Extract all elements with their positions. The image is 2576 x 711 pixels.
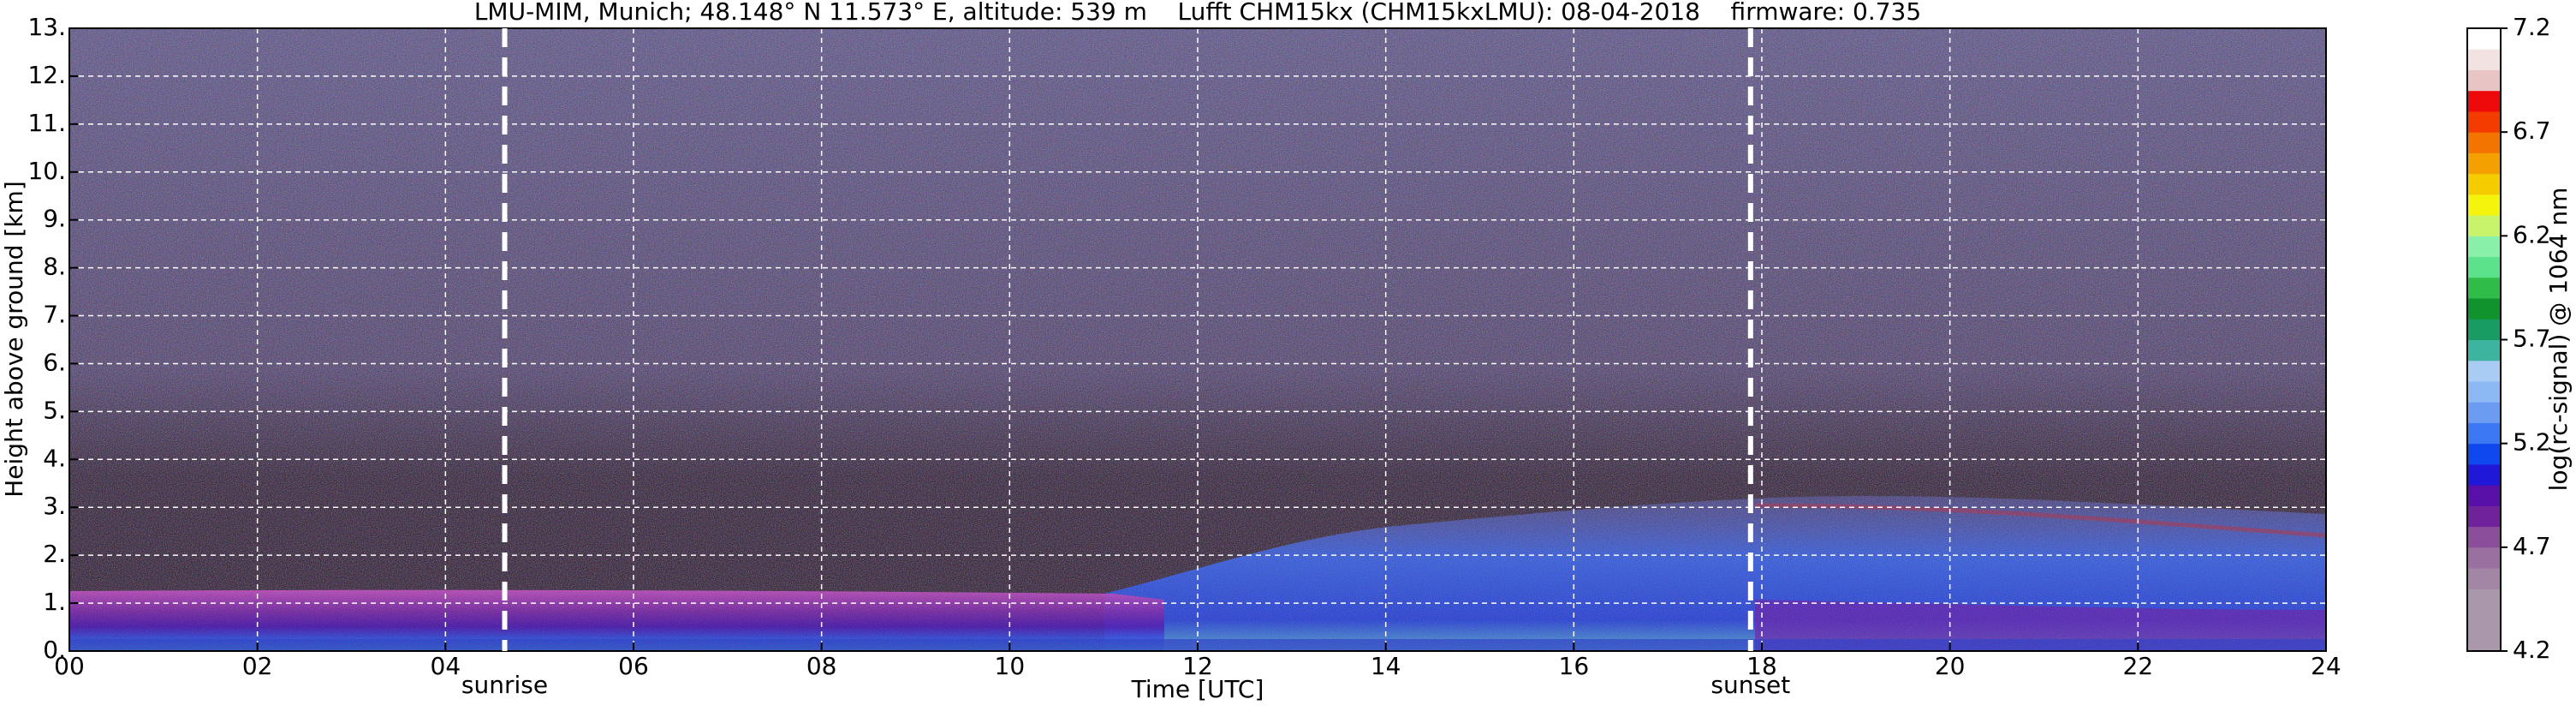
y-tick-label: 4. — [43, 444, 66, 472]
colorbar-segment — [2467, 422, 2501, 445]
colorbar-segment — [2467, 236, 2501, 258]
colorbar-segment — [2467, 360, 2501, 382]
colorbar-tick-label: 4.7 — [2513, 532, 2551, 560]
colorbar-segment — [2467, 380, 2501, 403]
y-tick-label: 12. — [27, 61, 66, 89]
y-axis-label: Height above ground [km] — [0, 181, 28, 498]
y-tick-label: 1. — [43, 588, 66, 616]
colorbar-segment — [2467, 547, 2501, 569]
x-tick-label: 20 — [1935, 652, 1966, 680]
y-tick-label: 10. — [27, 157, 66, 185]
y-tick-label: 2. — [43, 540, 66, 568]
x-tick-label: 04 — [431, 652, 461, 680]
colorbar-segment — [2467, 319, 2501, 340]
x-tick-label: 16 — [1559, 652, 1590, 680]
colorbar-segment — [2467, 28, 2501, 50]
colorbar-tick-label: 6.2 — [2513, 220, 2551, 248]
colorbar-segment — [2467, 443, 2501, 465]
y-tick-label: 3. — [43, 492, 66, 520]
event-label: sunrise — [461, 671, 548, 699]
colorbar-segment — [2467, 526, 2501, 548]
x-tick-label: 10 — [995, 652, 1026, 680]
x-axis-label: Time [UTC] — [1131, 675, 1264, 703]
x-tick-label: 14 — [1371, 652, 1401, 680]
colorbar-segment — [2467, 173, 2501, 195]
colorbar-segment — [2467, 111, 2501, 133]
colorbar-segment — [2467, 215, 2501, 236]
y-tick-label: 11. — [27, 109, 66, 137]
colorbar-tick-label: 5.7 — [2513, 325, 2551, 353]
y-tick-label: 13. — [27, 13, 66, 41]
colorbar-segment — [2467, 505, 2501, 528]
x-tick-label: 22 — [2123, 652, 2154, 680]
colorbar-segment — [2467, 609, 2501, 631]
colorbar-label: log(rc-signal) @ 1064 nm — [2544, 188, 2573, 492]
x-tick-label: 02 — [242, 652, 273, 680]
x-tick-label: 06 — [618, 652, 649, 680]
colorbar-tick-label: 6.7 — [2513, 117, 2551, 145]
y-tick-label: 0. — [43, 636, 66, 664]
colorbar-segment — [2467, 69, 2501, 92]
colorbar-segment — [2467, 277, 2501, 299]
colorbar-segment — [2467, 463, 2501, 486]
colorbar-segment — [2467, 49, 2501, 70]
chart-title: LMU-MIM, Munich; 48.148° N 11.573° E, al… — [474, 0, 1921, 26]
colorbar-segment — [2467, 568, 2501, 589]
y-tick-label: 8. — [43, 253, 66, 281]
colorbar-segment — [2467, 298, 2501, 320]
colorbar-segment — [2467, 402, 2501, 423]
colorbar-segment — [2467, 485, 2501, 506]
colorbar-segment — [2467, 339, 2501, 361]
colorbar-segment — [2467, 630, 2501, 652]
colorbar-segment — [2467, 194, 2501, 216]
colorbar-segment — [2467, 152, 2501, 175]
y-tick-label: 7. — [43, 301, 66, 329]
x-tick-label: 12 — [1182, 652, 1213, 680]
colorbar-segment — [2467, 132, 2501, 153]
y-tick-label: 5. — [43, 396, 66, 424]
colorbar-segment — [2467, 90, 2501, 112]
y-tick-label: 9. — [43, 205, 66, 233]
x-tick-label: 24 — [2311, 652, 2341, 680]
colorbar-tick-label: 7.2 — [2513, 13, 2551, 41]
x-tick-label: 08 — [806, 652, 837, 680]
y-tick-label: 6. — [43, 348, 66, 376]
event-label: sunset — [1710, 671, 1790, 699]
colorbar-segment — [2467, 589, 2501, 611]
x-tick-label: 18 — [1746, 652, 1777, 680]
colorbar-tick-label: 5.2 — [2513, 428, 2551, 457]
colorbar-tick-label: 4.2 — [2513, 636, 2551, 664]
colorbar-segment — [2467, 256, 2501, 278]
x-tick-label: 00 — [54, 652, 85, 680]
